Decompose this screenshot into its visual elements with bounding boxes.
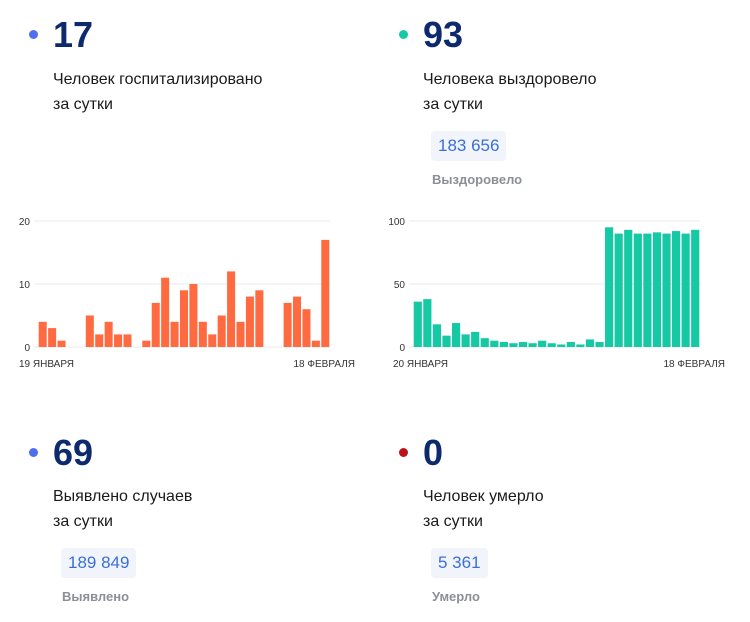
recovered-chart-bar bbox=[681, 233, 690, 347]
hospitalized-chart-bar bbox=[104, 321, 113, 347]
recovered-chart-x-end-label: 18 ФЕВРАЛЯ bbox=[663, 359, 725, 370]
recovered-chart-bar bbox=[624, 229, 633, 347]
hospitalized-chart-bar bbox=[57, 340, 66, 347]
detected-total-badge: 189 849 bbox=[61, 548, 137, 578]
recovered-chart-bar bbox=[499, 341, 508, 347]
recovered-label-line2: за сутки bbox=[423, 96, 483, 113]
hospitalized-chart-ytick-label: 10 bbox=[19, 280, 31, 291]
hospitalized-chart-ytick-label: 0 bbox=[24, 343, 30, 354]
hospitalized-chart-bar bbox=[170, 321, 179, 347]
hospitalized-chart-ytick-label: 20 bbox=[19, 217, 31, 228]
recovered-chart-bar bbox=[605, 227, 614, 347]
recovered-chart-ytick-label: 0 bbox=[399, 343, 405, 354]
recovered-chart-bar bbox=[672, 231, 681, 347]
recovered-chart-bar bbox=[528, 343, 537, 347]
died-dot-icon bbox=[399, 448, 408, 457]
recovered-label-line1: Человека выздоровело bbox=[423, 71, 597, 88]
hospitalized-dot-icon bbox=[29, 30, 38, 39]
died-total-label: Умерло bbox=[432, 589, 480, 604]
recovered-chart-bar bbox=[652, 232, 662, 347]
recovered-dot-icon bbox=[399, 30, 408, 39]
detected-dot-icon bbox=[29, 448, 38, 457]
recovered-chart-ytick-label: 100 bbox=[388, 217, 405, 228]
detected-total-label: Выявлено bbox=[62, 589, 130, 604]
recovered-chart-x-start-label: 20 ЯНВАРЯ bbox=[393, 359, 448, 370]
hospitalized-chart-bar bbox=[236, 321, 245, 347]
detected-value: 69 bbox=[53, 432, 94, 473]
hospitalized-value: 17 bbox=[53, 14, 94, 55]
hospitalized-chart-bar bbox=[151, 302, 160, 347]
hospitalized-chart-bar bbox=[255, 290, 264, 347]
hospitalized-chart-bar bbox=[179, 290, 189, 347]
recovered-chart-bar bbox=[480, 338, 489, 347]
hospitalized-chart-x-end-label: 18 ФЕВРАЛЯ bbox=[293, 359, 355, 370]
recovered-chart-bar bbox=[557, 344, 566, 347]
hospitalized-chart-bar bbox=[142, 340, 151, 347]
stat-died: 0 Человек умерло за сутки 5 361 Умерло bbox=[375, 420, 750, 620]
recovered-chart-bar bbox=[614, 233, 623, 347]
died-value: 0 bbox=[423, 432, 444, 473]
hospitalized-chart-bar bbox=[85, 315, 94, 347]
recovered-value: 93 bbox=[423, 14, 464, 55]
hospitalized-chart-bar bbox=[283, 302, 292, 347]
hospitalized-chart-bar bbox=[114, 334, 123, 347]
died-label-line1: Человек умерло bbox=[423, 488, 544, 505]
recovered-chart-bar bbox=[547, 343, 556, 347]
recovered-chart-bar bbox=[595, 341, 604, 347]
died-label-line2: за сутки bbox=[423, 513, 483, 530]
stat-hospitalized: 17 Человек госпитализировано за сутки bbox=[0, 0, 375, 190]
recovered-chart: 0 50 100 20 ЯНВАРЯ 18 ФЕВРАЛЯ bbox=[388, 217, 725, 370]
recovered-chart-bar bbox=[662, 233, 671, 347]
recovered-chart-bar bbox=[643, 233, 652, 347]
hospitalized-label-line1: Человек госпитализировано bbox=[53, 71, 263, 88]
hospitalized-chart-bar bbox=[302, 309, 311, 347]
hospitalized-chart-bar bbox=[321, 239, 330, 347]
hospitalized-chart-bar bbox=[161, 277, 170, 347]
recovered-chart-bar bbox=[566, 341, 575, 347]
recovered-chart-bar bbox=[576, 344, 585, 347]
recovered-chart-bar bbox=[432, 324, 441, 347]
hospitalized-chart-bar bbox=[311, 340, 320, 347]
recovered-chart-bar bbox=[509, 343, 518, 347]
hospitalized-chart-bar bbox=[95, 334, 104, 347]
recovered-chart-bar bbox=[691, 229, 700, 347]
recovered-chart-bar bbox=[423, 299, 432, 347]
hospitalized-chart-bar bbox=[123, 334, 132, 347]
recovered-chart-bar bbox=[518, 341, 528, 347]
recovered-total-label: Выздоровело bbox=[432, 172, 523, 187]
hospitalized-chart-bar bbox=[208, 334, 217, 347]
recovered-chart-bar bbox=[451, 323, 461, 347]
hospitalized-chart-bar bbox=[293, 296, 302, 347]
stat-recovered: 93 Человека выздоровело за сутки 183 656… bbox=[375, 0, 750, 195]
hospitalized-chart-bar bbox=[189, 284, 198, 347]
recovered-chart-bar bbox=[490, 340, 499, 347]
recovered-chart-bar bbox=[633, 233, 642, 347]
hospitalized-chart: 0 10 20 19 ЯНВАРЯ 18 ФЕВРАЛЯ bbox=[19, 217, 355, 370]
died-total-badge: 5 361 bbox=[431, 548, 488, 578]
recovered-chart-bar bbox=[538, 340, 547, 347]
recovered-chart-bar bbox=[413, 301, 422, 347]
hospitalized-chart-bar bbox=[245, 296, 254, 347]
hospitalized-chart-bar bbox=[217, 315, 226, 347]
hospitalized-label-line2: за сутки bbox=[53, 96, 113, 113]
detected-label-line2: за сутки bbox=[53, 513, 113, 530]
recovered-chart-bar bbox=[461, 334, 470, 347]
hospitalized-chart-bar bbox=[227, 271, 236, 347]
recovered-total-badge: 183 656 bbox=[431, 131, 507, 161]
hospitalized-chart-bar bbox=[38, 321, 47, 347]
recovered-chart-bar bbox=[471, 331, 480, 347]
stat-detected: 69 Выявлено случаев за сутки 189 849 Выя… bbox=[0, 420, 375, 620]
recovered-chart-ytick-label: 50 bbox=[394, 280, 406, 291]
hospitalized-chart-x-start-label: 19 ЯНВАРЯ bbox=[19, 359, 74, 370]
recovered-chart-bar bbox=[585, 339, 595, 347]
recovered-chart-bar bbox=[442, 335, 451, 347]
hospitalized-chart-bar bbox=[48, 328, 57, 347]
hospitalized-chart-bar bbox=[198, 321, 207, 347]
detected-label-line1: Выявлено случаев bbox=[53, 488, 193, 505]
